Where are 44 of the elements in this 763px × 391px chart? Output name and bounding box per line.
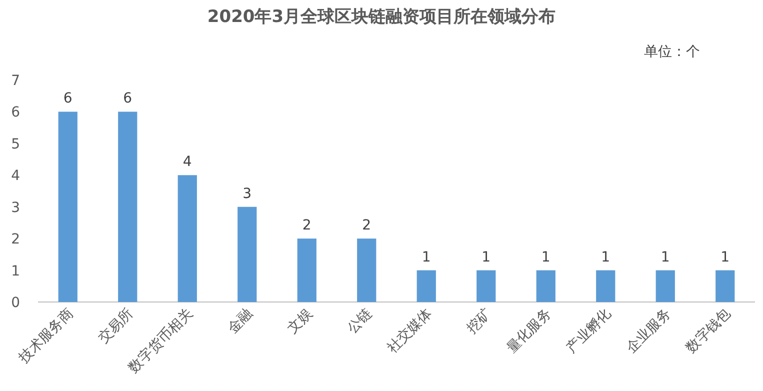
- bar: [58, 112, 78, 302]
- x-tick-label: 社交媒体: [384, 306, 436, 356]
- x-tick-label: 挖矿: [464, 306, 495, 337]
- bar: [118, 112, 138, 302]
- y-tick-label: 3: [11, 200, 20, 216]
- x-tick-label: 金融: [224, 306, 256, 337]
- bar: [178, 175, 197, 302]
- data-label: 1: [660, 249, 670, 266]
- y-tick-label: 2: [11, 232, 20, 248]
- bar: [656, 270, 675, 302]
- x-tick-label: 企业服务: [623, 306, 674, 356]
- y-tick-label: 1: [11, 263, 20, 280]
- data-label: 1: [422, 249, 431, 266]
- x-tick-label: 公链: [344, 306, 376, 337]
- bar: [476, 270, 496, 302]
- bar: [716, 270, 735, 302]
- text: 单位：个: [644, 44, 700, 60]
- x-tick-label: 量化服务: [504, 306, 555, 356]
- bar: [416, 270, 436, 302]
- x-tick-label: 数字钱包: [683, 306, 734, 356]
- data-label: 1: [482, 249, 491, 266]
- data-label: 4: [182, 154, 192, 170]
- data-label: 1: [720, 249, 730, 266]
- bar: [357, 238, 376, 302]
- bar: [536, 270, 556, 302]
- y-tick-label: 0: [11, 295, 20, 311]
- data-label: 3: [242, 186, 252, 202]
- bar: [297, 238, 316, 302]
- y-tick-label: 4: [11, 168, 20, 184]
- data-label: 1: [601, 249, 610, 266]
- y-tick-label: 7: [11, 73, 20, 89]
- bar: [596, 270, 616, 302]
- y-tick-label: 5: [11, 136, 20, 152]
- data-label: 1: [541, 249, 550, 266]
- data-label: 6: [63, 90, 72, 107]
- data-label: 2: [302, 218, 312, 234]
- x-tick-label: 交易所: [95, 306, 136, 347]
- data-label: 6: [123, 90, 132, 107]
- x-tick-label: 产业孵化: [564, 306, 614, 356]
- x-tick-label: 文娱: [284, 306, 316, 337]
- data-label: 2: [362, 218, 372, 234]
- y-tick-label: 6: [11, 104, 20, 121]
- bar: [238, 206, 257, 302]
- chart-title: 2020年3月全球区块链融资项目所在领域分布: [207, 7, 556, 27]
